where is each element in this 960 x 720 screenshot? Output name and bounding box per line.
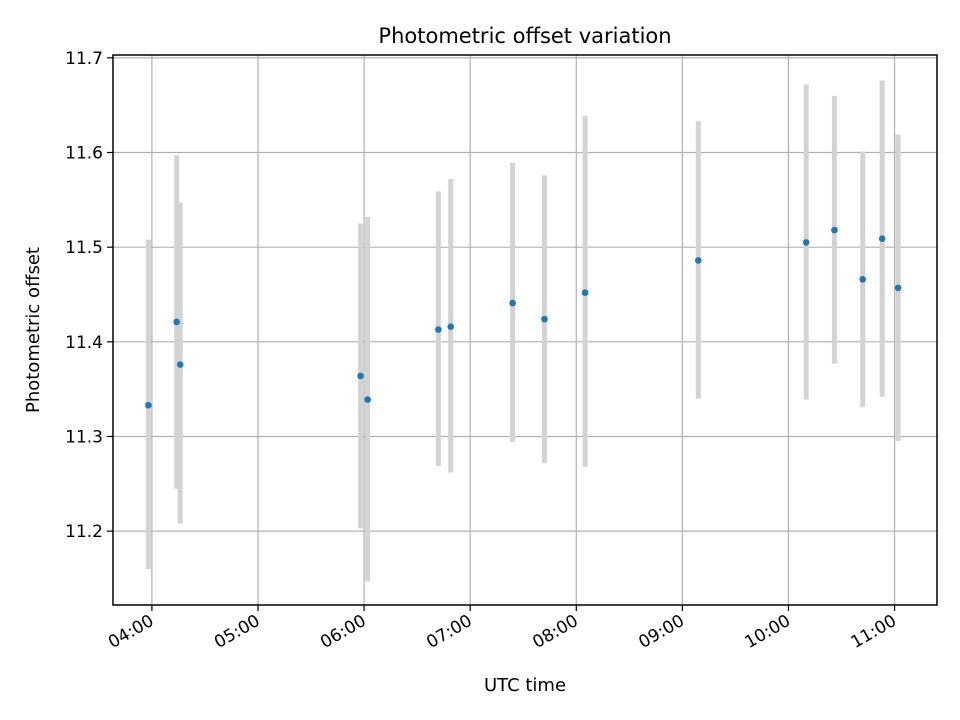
- data-point: [878, 235, 886, 242]
- y-tick-label: 11.4: [65, 333, 103, 353]
- data-point: [831, 226, 838, 234]
- y-tick-label: 11.7: [65, 49, 103, 69]
- data-point: [894, 284, 902, 292]
- data-point: [357, 372, 364, 380]
- data-point: [435, 326, 442, 333]
- y-tick-label: 11.2: [65, 522, 103, 542]
- x-axis-label: UTC time: [484, 675, 566, 696]
- data-point: [364, 396, 371, 403]
- data-point: [802, 239, 810, 246]
- plot-frame: [112, 54, 938, 606]
- data-point: [145, 401, 152, 409]
- data-point: [173, 318, 180, 326]
- data-point: [859, 276, 867, 283]
- data-point: [694, 257, 702, 264]
- y-axis-ticks: 11.2 11.3 11.4 11.5 11.6 11.7: [65, 49, 113, 542]
- data-point: [509, 299, 516, 307]
- data-point: [447, 323, 455, 330]
- data-points: [145, 226, 902, 409]
- y-tick-label: 11.6: [65, 144, 103, 164]
- y-tick-label: 11.3: [65, 427, 103, 447]
- data-point: [541, 315, 548, 323]
- y-tick-label: 11.5: [65, 238, 103, 258]
- data-point: [176, 361, 184, 368]
- grid-lines: [113, 55, 937, 605]
- data-point: [581, 289, 589, 296]
- y-axis-label: Photometric offset: [23, 247, 44, 413]
- chart-title: Photometric offset variation: [378, 24, 671, 48]
